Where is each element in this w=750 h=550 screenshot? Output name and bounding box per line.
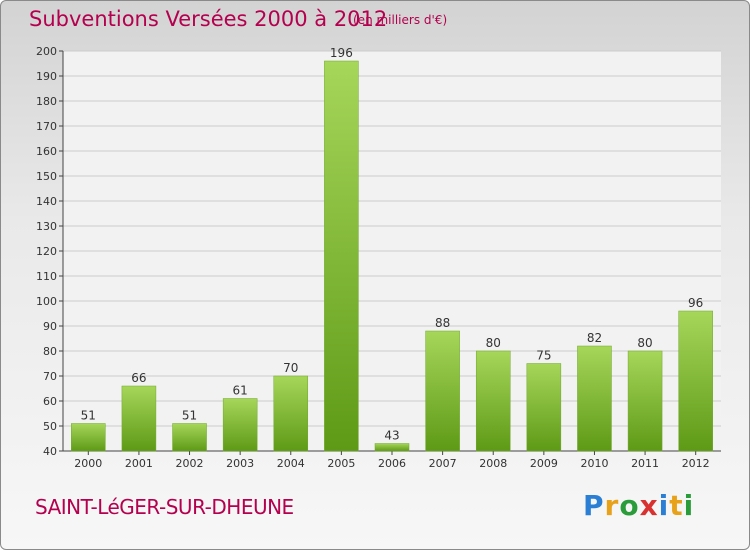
- x-tick-label: 2000: [74, 457, 102, 470]
- bar: [71, 423, 106, 452]
- y-tick-label: 180: [36, 95, 57, 108]
- bar: [425, 330, 460, 452]
- bar: [222, 398, 258, 452]
- x-tick-label: 2009: [530, 457, 558, 470]
- value-label: 196: [330, 46, 353, 60]
- y-tick-label: 40: [43, 445, 57, 458]
- value-label: 70: [283, 361, 298, 375]
- y-tick-label: 170: [36, 120, 57, 133]
- y-tick-label: 160: [36, 145, 57, 158]
- value-label: 43: [384, 429, 399, 443]
- x-tick-label: 2008: [479, 457, 507, 470]
- x-tick-label: 2011: [631, 457, 659, 470]
- proxiti-logo[interactable]: Proxiti: [583, 489, 694, 522]
- bar: [678, 310, 713, 452]
- x-tick-label: 2010: [580, 457, 608, 470]
- value-label: 80: [637, 336, 652, 350]
- grid-lines: [63, 50, 721, 452]
- value-label: 51: [182, 409, 197, 423]
- y-tick-label: 120: [36, 245, 57, 258]
- logo-letter: r: [604, 489, 620, 522]
- value-label: 88: [435, 316, 450, 330]
- value-label: 75: [536, 349, 551, 363]
- commune-name: SAINT-LéGER-SUR-DHEUNE: [35, 495, 294, 519]
- y-tick-label: 150: [36, 170, 57, 183]
- x-tick-label: 2007: [429, 457, 457, 470]
- logo-letter: P: [583, 489, 605, 522]
- x-tick-label: 2006: [378, 457, 406, 470]
- value-label: 82: [587, 331, 602, 345]
- bar: [627, 350, 663, 452]
- labels: 40 50 60 70 80 90 100 110 120 130 140 150 160 170 180 1…: [36, 45, 710, 470]
- logo-letter: i: [683, 489, 695, 522]
- y-tick-label: 90: [43, 320, 57, 333]
- x-tick-label: 2012: [682, 457, 710, 470]
- bar: [475, 350, 511, 452]
- x-tick-label: 2002: [176, 457, 204, 470]
- bar: [374, 443, 410, 452]
- y-tick-label: 70: [43, 370, 57, 383]
- bar: [526, 363, 562, 452]
- logo-letter: i: [658, 489, 670, 522]
- value-label: 51: [81, 409, 96, 423]
- bar: [172, 423, 207, 452]
- y-tick-label: 100: [36, 295, 57, 308]
- y-tick-label: 130: [36, 220, 57, 233]
- chart-units: (en milliers d'€): [353, 13, 448, 27]
- bar: [121, 385, 157, 452]
- chart-title: Subventions Versées 2000 à 2012: [29, 7, 388, 31]
- logo-letter: t: [669, 489, 684, 522]
- y-tick-label: 110: [36, 270, 57, 283]
- x-tick-label: 2004: [277, 457, 305, 470]
- bar: [324, 60, 359, 452]
- y-tick-label: 190: [36, 70, 57, 83]
- y-tick-label: 80: [43, 345, 57, 358]
- bars: [71, 60, 713, 452]
- bar: [577, 345, 612, 452]
- value-label: 61: [233, 384, 248, 398]
- x-tick-label: 2005: [327, 457, 355, 470]
- bar: [273, 375, 309, 452]
- y-tick-label: 200: [36, 45, 57, 58]
- logo-letter: x: [639, 489, 659, 522]
- value-label: 96: [688, 296, 703, 310]
- value-label: 80: [486, 336, 501, 350]
- y-tick-label: 50: [43, 420, 57, 433]
- x-tick-label: 2003: [226, 457, 254, 470]
- y-tick-label: 60: [43, 395, 57, 408]
- value-label: 66: [131, 371, 146, 385]
- logo-letter: o: [619, 489, 640, 522]
- y-tick-label: 140: [36, 195, 57, 208]
- x-tick-label: 2001: [125, 457, 153, 470]
